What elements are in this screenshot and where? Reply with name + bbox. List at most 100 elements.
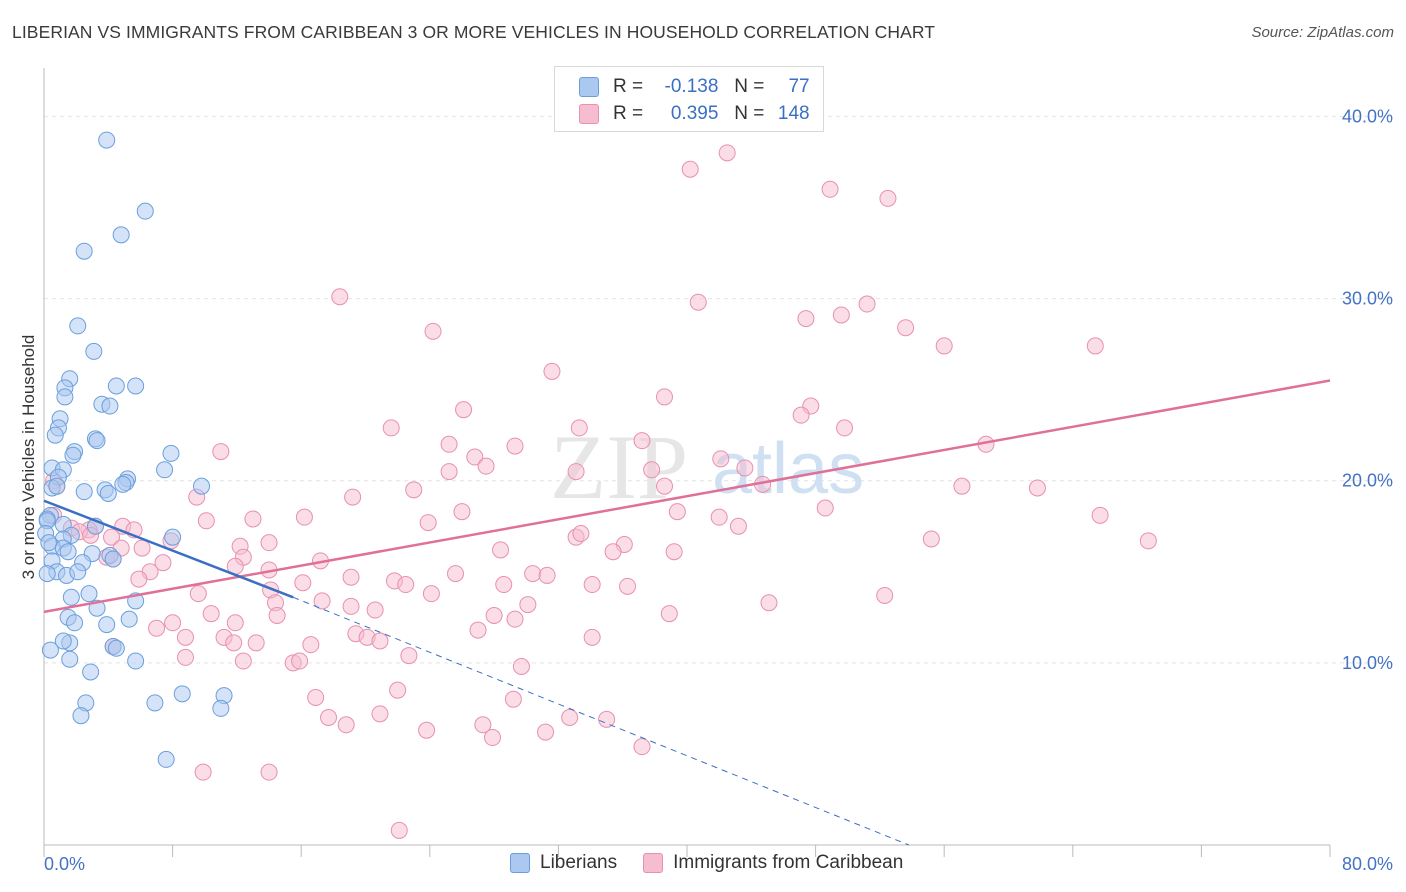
caribbean-point (935, 337, 953, 355)
caribbean-point (492, 541, 510, 559)
liberian-point (38, 565, 56, 583)
legend-r-label: R = (613, 103, 644, 124)
liberian-point (120, 610, 138, 628)
caribbean-point (302, 636, 320, 654)
liberian-point (64, 446, 82, 464)
caribbean-point (821, 180, 839, 198)
chart-title: LIBERIAN VS IMMIGRANTS FROM CARIBBEAN 3 … (12, 22, 936, 42)
y-tick-label: 20.0% (1342, 471, 1393, 491)
caribbean-point (665, 543, 683, 561)
liberian-point (136, 202, 154, 220)
caribbean-point (389, 681, 407, 699)
liberian-point (173, 685, 191, 703)
caribbean-point (506, 610, 524, 628)
liberian-trend-extension (292, 596, 910, 846)
caribbean-point (643, 461, 661, 479)
legend-label-caribbean: Immigrants from Caribbean (673, 852, 904, 873)
caribbean-point (331, 288, 349, 306)
caribbean-point (583, 576, 601, 594)
caribbean-point (1139, 532, 1157, 550)
legend-label-liberians: Liberians (540, 852, 618, 873)
caribbean-point (148, 619, 166, 637)
caribbean-point (176, 648, 194, 666)
caribbean-point (313, 592, 331, 610)
caribbean-point (133, 539, 151, 557)
caribbean-point (397, 576, 415, 594)
caribbean-point (400, 647, 418, 665)
caribbean-point (268, 607, 286, 624)
liberian-point (56, 388, 74, 406)
x-tick-label-min: 0.0% (44, 854, 85, 874)
caribbean-point (524, 565, 542, 583)
caribbean-point (897, 319, 915, 337)
caribbean-point (320, 709, 338, 726)
gridlines (44, 115, 1393, 664)
liberian-point (40, 534, 58, 552)
legend-r-value: 0.395 (670, 103, 719, 124)
y-tick-label: 10.0% (1342, 653, 1393, 673)
liberian-point (127, 377, 145, 395)
caribbean-point (212, 443, 230, 461)
caribbean-point (455, 401, 473, 419)
caribbean-point (736, 459, 754, 477)
liberian-point (101, 397, 119, 415)
y-tick-labels: 10.0% 20.0% 30.0% 40.0% (1342, 106, 1393, 672)
liberian-point (112, 226, 130, 244)
liberian-point (61, 650, 79, 668)
caribbean-point (660, 605, 678, 623)
liberian-point (41, 641, 59, 659)
caribbean-point (247, 634, 265, 652)
legend-row-liberians: R = -0.138 N = 77 (579, 75, 810, 99)
liberian-point (75, 242, 93, 260)
caribbean-point (164, 614, 182, 632)
legend-r-value: -0.138 (664, 76, 719, 97)
liberian-point (104, 550, 122, 568)
caribbean-point (342, 568, 360, 586)
caribbean-point (718, 144, 736, 162)
caribbean-point (260, 763, 278, 781)
caribbean-point (260, 534, 278, 552)
liberian-point (48, 477, 66, 495)
liberian-point (46, 426, 64, 444)
caribbean-point (633, 738, 651, 756)
caribbean-point (390, 821, 408, 839)
caribbean-point (418, 721, 436, 739)
legend-item-liberians: Liberians (510, 852, 617, 874)
caribbean-point (1086, 337, 1104, 355)
liberian-point (127, 652, 145, 670)
caribbean-point (655, 477, 673, 495)
caribbean-point (729, 517, 747, 535)
caribbean-point (570, 419, 588, 437)
caribbean-point (922, 530, 940, 548)
liberian-point (54, 632, 72, 650)
liberian-point (156, 461, 174, 479)
legend-n-value: 77 (788, 76, 810, 97)
caribbean-point (440, 435, 458, 453)
liberian-point (59, 543, 77, 561)
caribbean-point (130, 570, 148, 588)
caribbean-point (792, 406, 810, 424)
caribbean-point (477, 457, 495, 475)
caribbean-point (879, 189, 897, 207)
caribbean-point (337, 716, 355, 734)
caribbean-point (294, 574, 312, 592)
liberian-point (193, 477, 211, 495)
caribbean-point (543, 362, 561, 380)
liberian-point (85, 342, 103, 360)
liberian-point (157, 750, 175, 768)
caribbean-point (519, 596, 537, 614)
liberian-point (98, 131, 116, 149)
caribbean-point (816, 499, 834, 517)
liberian-point (72, 707, 90, 725)
caribbean-point (202, 605, 220, 623)
legend-n-label: N = (734, 76, 765, 97)
y-tick-label: 40.0% (1342, 106, 1393, 126)
caribbean-point (712, 450, 730, 468)
legend-swatch-blue (510, 853, 530, 873)
caribbean-point (483, 729, 501, 747)
liberian-point (146, 694, 164, 712)
caribbean-point (512, 658, 530, 675)
liberian-point (98, 616, 116, 634)
caribbean-point (176, 628, 194, 646)
